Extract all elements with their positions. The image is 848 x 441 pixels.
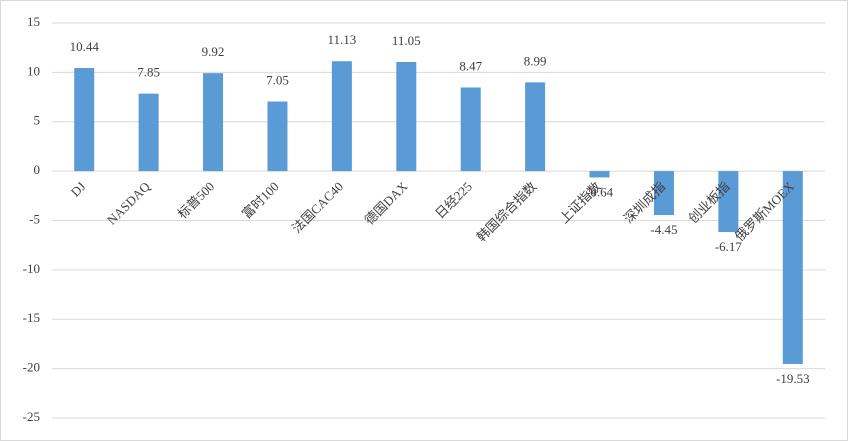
bar — [525, 82, 546, 172]
y-tick-label: 10 — [27, 63, 40, 78]
value-label: 9.92 — [202, 44, 225, 59]
bar — [203, 73, 224, 172]
y-tick-label: -25 — [23, 409, 40, 424]
value-label: -19.53 — [776, 371, 810, 386]
bar — [396, 62, 417, 172]
bar — [460, 87, 481, 172]
y-tick-label: 15 — [27, 14, 40, 29]
value-label: -4.45 — [650, 222, 677, 237]
bar — [782, 171, 803, 364]
value-label: -0.64 — [586, 184, 614, 199]
bar — [653, 171, 674, 216]
y-tick-label: -5 — [29, 211, 40, 226]
value-label: -6.17 — [715, 239, 743, 254]
bar — [718, 171, 739, 233]
value-label: 10.44 — [70, 39, 100, 54]
y-tick-label: -10 — [23, 261, 40, 276]
value-label: 11.05 — [392, 33, 421, 48]
y-tick-label: 5 — [34, 113, 41, 128]
bar — [589, 171, 610, 178]
value-label: 7.05 — [266, 72, 289, 87]
value-label: 7.85 — [137, 65, 160, 80]
bar — [138, 93, 159, 172]
y-tick-label: 0 — [34, 162, 41, 177]
bar — [267, 101, 288, 172]
value-label: 8.47 — [459, 58, 482, 73]
y-tick-label: -20 — [23, 360, 40, 375]
value-label: 8.99 — [524, 53, 547, 68]
bar — [74, 68, 95, 172]
y-tick-label: -15 — [23, 310, 40, 325]
bar — [331, 61, 352, 172]
value-label: 11.13 — [327, 32, 356, 47]
